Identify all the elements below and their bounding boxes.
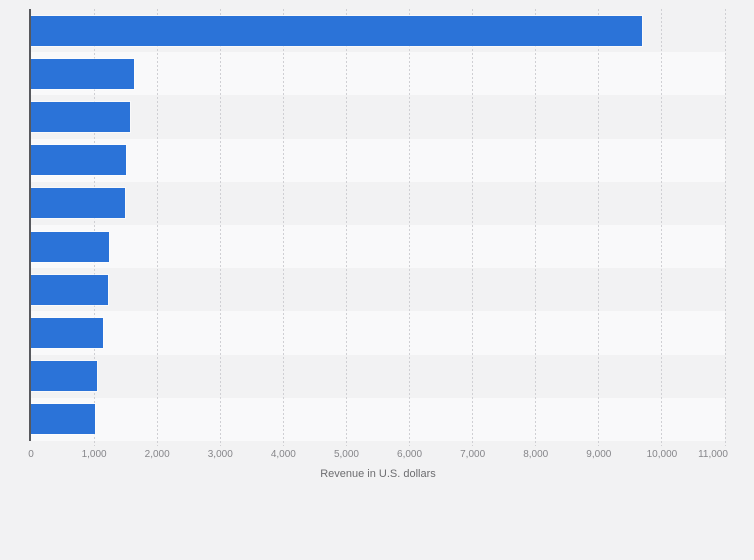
x-tick-label: 4,000 xyxy=(270,449,296,460)
bar[interactable] xyxy=(31,361,97,392)
row-stripe xyxy=(31,182,725,225)
bar[interactable] xyxy=(31,15,642,46)
row-stripe xyxy=(31,138,725,182)
row-stripe xyxy=(31,268,725,311)
bar[interactable] xyxy=(31,318,104,348)
gridline xyxy=(409,9,411,446)
gridline xyxy=(661,9,663,446)
x-tick-label: 1,000 xyxy=(81,449,107,460)
bar[interactable] xyxy=(31,145,126,176)
x-tick-label: 5,000 xyxy=(333,449,359,460)
row-stripe xyxy=(31,52,725,96)
gridline xyxy=(598,9,600,446)
bar[interactable] xyxy=(31,58,134,89)
gridline xyxy=(345,9,347,446)
bar[interactable] xyxy=(31,188,125,219)
row-stripe xyxy=(31,355,725,398)
x-tick-label: 9,000 xyxy=(586,449,612,460)
x-tick-label: 3,000 xyxy=(207,449,233,460)
gridline xyxy=(282,9,284,446)
bar[interactable] xyxy=(31,274,109,305)
x-axis-tick-labels: 0 1,000 2,000 3,000 4,000 5,000 6,000 7,000 8,00… xyxy=(28,449,728,461)
x-tick-label: 2,000 xyxy=(144,449,170,460)
gridline xyxy=(535,9,537,446)
gridline xyxy=(472,9,474,446)
bar[interactable] xyxy=(31,231,110,262)
gridline xyxy=(724,9,726,446)
row-stripe xyxy=(31,225,725,269)
bar[interactable] xyxy=(31,102,130,132)
x-tick-label: 6,000 xyxy=(397,449,423,460)
x-axis-title: Revenue in U.S. dollars xyxy=(320,468,436,480)
row-stripe xyxy=(31,311,725,355)
x-tick-label: 10,000 xyxy=(646,449,678,460)
gridline xyxy=(219,9,221,446)
bar[interactable] xyxy=(31,404,96,435)
row-stripe xyxy=(31,95,725,138)
x-tick-label: 7,000 xyxy=(460,449,486,460)
gridline xyxy=(156,9,158,446)
row-stripe xyxy=(31,397,725,441)
gridline xyxy=(93,9,95,446)
y-axis-line xyxy=(29,9,31,441)
x-tick-label: 8,000 xyxy=(523,449,549,460)
x-tick-label: 11,000 xyxy=(698,449,728,460)
plot-area xyxy=(29,9,726,446)
x-tick-label: 0 xyxy=(28,449,34,460)
